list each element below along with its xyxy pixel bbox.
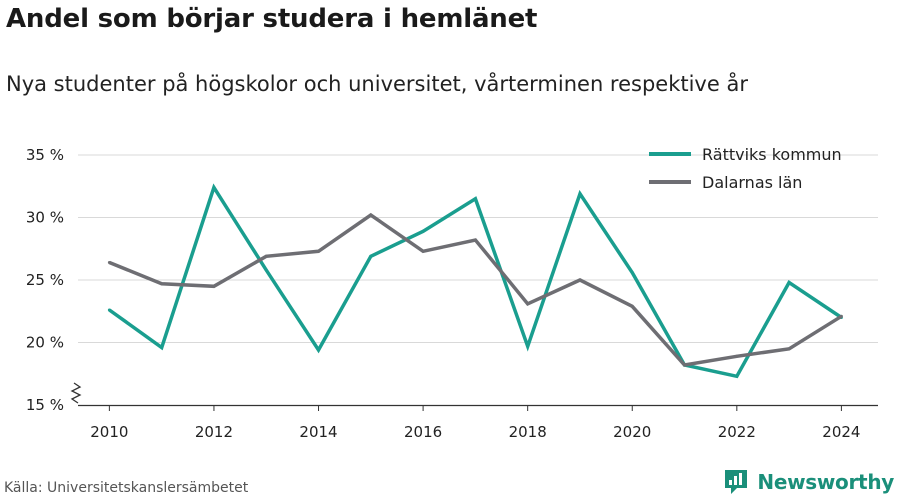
data-point bbox=[369, 213, 373, 217]
data-point bbox=[578, 278, 582, 282]
x-tick-label: 2016 bbox=[404, 423, 442, 441]
source-note: Källa: Universitetskanslersämbetet bbox=[4, 480, 249, 496]
x-tick-label: 2022 bbox=[718, 423, 756, 441]
legend-label: Dalarnas län bbox=[702, 173, 802, 192]
chart-subtitle: Nya studenter på högskolor och universit… bbox=[6, 72, 748, 96]
axis-break-icon bbox=[70, 382, 82, 404]
data-point bbox=[369, 254, 373, 258]
data-point bbox=[526, 344, 530, 348]
data-point bbox=[107, 308, 111, 312]
y-tick-label: 30 % bbox=[26, 209, 64, 227]
data-point bbox=[473, 238, 477, 242]
data-point bbox=[421, 229, 425, 233]
x-tick-label: 2012 bbox=[195, 423, 233, 441]
data-point bbox=[212, 186, 216, 189]
y-tick-label: 35 % bbox=[26, 146, 64, 164]
data-point bbox=[107, 261, 111, 264]
brand-logo: Newsworthy bbox=[723, 468, 894, 496]
x-tick-label: 2014 bbox=[299, 423, 337, 441]
y-tick-label: 25 % bbox=[26, 271, 64, 289]
data-point bbox=[317, 348, 321, 352]
data-point bbox=[787, 347, 791, 351]
data-point bbox=[735, 354, 739, 358]
data-point bbox=[473, 197, 477, 201]
data-point bbox=[160, 282, 164, 286]
y-tick-label: 20 % bbox=[26, 334, 64, 352]
data-point bbox=[526, 302, 530, 306]
legend-label: Rättviks kommun bbox=[702, 145, 842, 164]
newsworthy-logo-icon bbox=[725, 470, 748, 494]
data-point bbox=[317, 249, 321, 253]
data-point bbox=[160, 346, 164, 349]
line-chart: 15 % 20 % 25 % 30 % 35 % 2010 2012 2014 2016 2018… bbox=[26, 145, 878, 441]
data-point bbox=[578, 192, 582, 196]
data-point bbox=[264, 254, 268, 258]
x-tick-label: 2010 bbox=[90, 423, 128, 441]
x-tick-label: 2024 bbox=[822, 423, 860, 441]
data-point bbox=[787, 281, 791, 284]
data-point bbox=[421, 249, 425, 253]
brand-name: Newsworthy bbox=[757, 470, 894, 494]
data-point bbox=[630, 271, 634, 274]
x-tick-label: 2018 bbox=[509, 423, 547, 441]
data-point bbox=[683, 363, 687, 367]
data-point bbox=[264, 268, 268, 272]
y-tick-label: 15 % bbox=[26, 396, 64, 414]
data-point bbox=[839, 314, 843, 318]
data-point bbox=[212, 284, 216, 288]
data-point bbox=[735, 374, 739, 378]
chart-title: Andel som börjar studera i hemlänet bbox=[6, 4, 538, 34]
x-tick-label: 2020 bbox=[613, 423, 651, 441]
data-point bbox=[630, 304, 634, 308]
